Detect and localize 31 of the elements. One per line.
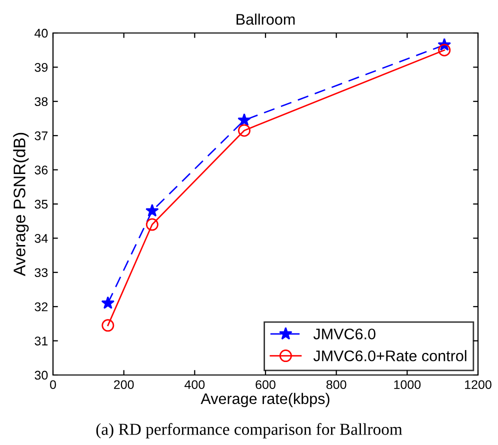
x-tick-label: 1200 xyxy=(465,380,492,390)
y-tick-label: 31 xyxy=(34,336,48,346)
y-axis-title: Average PSNR(dB) xyxy=(13,132,29,276)
y-tick-label: 39 xyxy=(34,63,48,72)
legend-label: JMVC6.0 xyxy=(313,328,376,340)
y-tick-label: 40 xyxy=(34,28,48,38)
y-tick-label: 35 xyxy=(34,200,48,209)
x-tick-label: 400 xyxy=(184,380,205,390)
y-tick-label: 32 xyxy=(34,302,48,312)
point xyxy=(101,296,115,309)
y-tick-label: 38 xyxy=(34,97,48,106)
point xyxy=(238,124,250,137)
point xyxy=(238,113,251,126)
y-tick-label: 36 xyxy=(34,166,48,174)
x-tick-label: 0 xyxy=(50,380,56,390)
x-axis-title: Average rate(kbps) xyxy=(200,392,330,408)
point xyxy=(146,218,158,231)
y-tick-label: 30 xyxy=(34,370,48,380)
text: (a) RD performance comparison for Ballroom xyxy=(96,423,402,438)
point xyxy=(146,204,159,217)
x-tick-label: 200 xyxy=(114,380,134,390)
legend-label: JMVC6.0+Rate control xyxy=(313,350,466,362)
y-tick-label: 37 xyxy=(34,131,48,140)
y-tick-label: 33 xyxy=(34,268,48,278)
x-tick-label: 1000 xyxy=(394,380,421,390)
point xyxy=(438,44,451,56)
y-tick-label: 34 xyxy=(34,234,48,243)
chart-title: Ballroom xyxy=(236,14,295,25)
x-tick-label: 600 xyxy=(256,380,276,390)
x-tick-label: 800 xyxy=(326,380,346,390)
point xyxy=(102,319,114,332)
